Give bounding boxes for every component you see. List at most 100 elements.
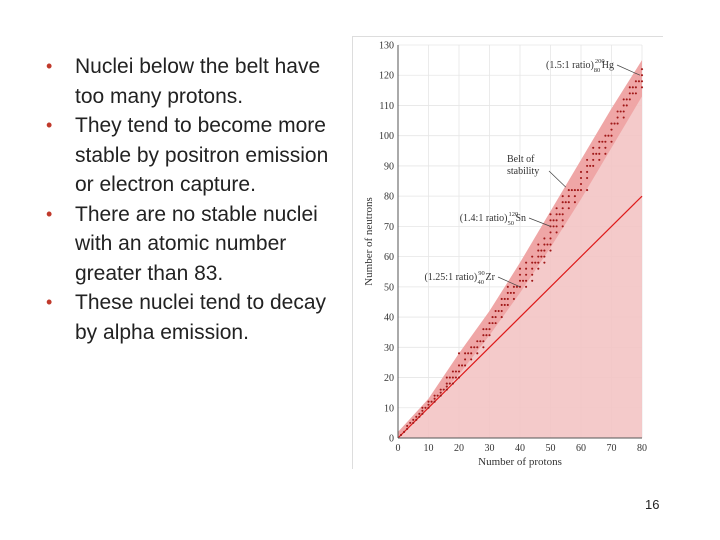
stable-nucleus-point (549, 219, 552, 222)
stable-nucleus-point (448, 376, 451, 379)
stable-nucleus-point (537, 249, 540, 252)
stable-nucleus-point (509, 291, 512, 294)
stable-nucleus-point (488, 322, 491, 325)
stable-nucleus-point (549, 243, 552, 246)
stable-nucleus-point (421, 406, 424, 409)
stable-nucleus-point (485, 334, 488, 337)
stable-nucleus-point (518, 267, 522, 270)
x-tick-label: 80 (637, 443, 647, 454)
stable-nucleus-point (421, 412, 424, 415)
stable-nucleus-point (601, 140, 604, 143)
stable-nucleus-point (427, 400, 430, 403)
stable-nucleus-point (625, 98, 628, 101)
stable-nucleus-point (503, 297, 506, 300)
bullet-item: • Nuclei below the belt have too many pro… (44, 52, 344, 111)
stable-nucleus-point (457, 352, 461, 355)
stable-nucleus-point (604, 146, 607, 149)
stable-nucleus-point (552, 225, 555, 228)
ratio-annotation: (1.25:1 ratio)90 40 Zr (424, 270, 495, 286)
x-tick-label: 10 (424, 443, 434, 454)
stable-nucleus-point (522, 279, 525, 282)
stable-nucleus-point (543, 243, 546, 246)
stable-nucleus-point (445, 382, 448, 385)
stable-nucleus-point (592, 158, 595, 161)
stable-nucleus-point (567, 207, 570, 210)
ratio-leader-line (497, 276, 521, 288)
stable-nucleus-point (418, 412, 421, 415)
stable-nucleus-point (415, 415, 418, 418)
stable-nucleus-point (439, 391, 442, 394)
x-axis-label: Number of protons (478, 456, 562, 468)
stable-nucleus-point (518, 273, 522, 276)
y-tick-label: 100 (379, 131, 394, 142)
stable-nucleus-point (598, 158, 601, 161)
stable-nucleus-point (482, 340, 485, 343)
stable-nucleus-point (442, 388, 445, 391)
stable-nucleus-point (476, 346, 479, 349)
stable-nucleus-point (531, 261, 534, 264)
stable-nucleus-point (628, 86, 631, 89)
stable-nucleus-point (586, 170, 589, 174)
stable-nucleus-point (543, 261, 546, 264)
stable-nucleus-point (540, 249, 543, 252)
stable-nucleus-point (482, 334, 485, 337)
stable-nucleus-point (525, 279, 528, 282)
stable-nucleus-point (537, 267, 540, 270)
stable-nucleus-point (586, 189, 589, 192)
y-tick-label: 20 (384, 373, 394, 384)
stable-nucleus-point (610, 128, 613, 131)
stable-nucleus-point (622, 104, 625, 107)
stable-nucleus-point (531, 255, 534, 258)
stable-nucleus-point (579, 176, 583, 180)
stable-nucleus-point (461, 364, 464, 367)
stable-nucleus-point (543, 237, 546, 240)
stable-nucleus-point (564, 201, 567, 204)
stable-nucleus-point (503, 303, 506, 307)
stable-nucleus-point (619, 110, 622, 113)
stable-nucleus-point (592, 146, 595, 149)
stable-nucleus-point (494, 316, 497, 319)
stable-nucleus-point (512, 291, 515, 294)
stable-nucleus-point (473, 346, 476, 349)
stable-nucleus-point (500, 309, 503, 313)
stable-nucleus-point (464, 364, 467, 367)
stable-nucleus-point (549, 213, 552, 216)
stable-nucleus-point (604, 134, 607, 137)
stable-nucleus-point (412, 418, 415, 421)
stable-nucleus-point (637, 80, 640, 83)
y-tick-label: 90 (384, 161, 394, 172)
stable-nucleus-point (592, 152, 595, 155)
stable-nucleus-point (470, 346, 473, 349)
stable-nucleus-point (531, 279, 534, 282)
y-tick-label: 40 (384, 313, 394, 324)
y-tick-label: 0 (389, 434, 394, 445)
x-tick-label: 0 (396, 443, 401, 454)
stable-nucleus-point (512, 285, 515, 288)
bullet-item: • There are no stable nuclei with an atom… (44, 200, 344, 289)
stable-nucleus-point (640, 86, 644, 89)
stable-nucleus-point (586, 158, 589, 161)
stable-nucleus-point (418, 415, 421, 418)
stable-nucleus-point (424, 406, 427, 409)
stable-nucleus-point (436, 394, 439, 397)
stable-nucleus-point (561, 213, 564, 216)
stable-nucleus-point (634, 80, 637, 83)
belt-label: Belt of (507, 154, 535, 165)
x-tick-label: 50 (546, 443, 556, 454)
stable-nucleus-point (457, 376, 461, 379)
stable-nucleus-point (628, 98, 631, 101)
stable-nucleus-point (433, 394, 436, 397)
stable-nucleus-point (415, 418, 418, 421)
stable-nucleus-point (598, 140, 601, 143)
stable-nucleus-point (631, 92, 634, 95)
stable-nucleus-point (598, 146, 601, 149)
stable-nucleus-point (549, 237, 552, 240)
stable-nucleus-point (430, 400, 433, 403)
stable-nucleus-point (607, 134, 610, 137)
ratio-annotation: (1.4:1 ratio)120 50 Sn (460, 211, 526, 227)
x-tick-label: 20 (454, 443, 464, 454)
stable-nucleus-point (543, 249, 546, 252)
stable-nucleus-point (445, 388, 448, 391)
stable-nucleus-point (525, 261, 528, 264)
stable-nucleus-point (525, 267, 528, 270)
